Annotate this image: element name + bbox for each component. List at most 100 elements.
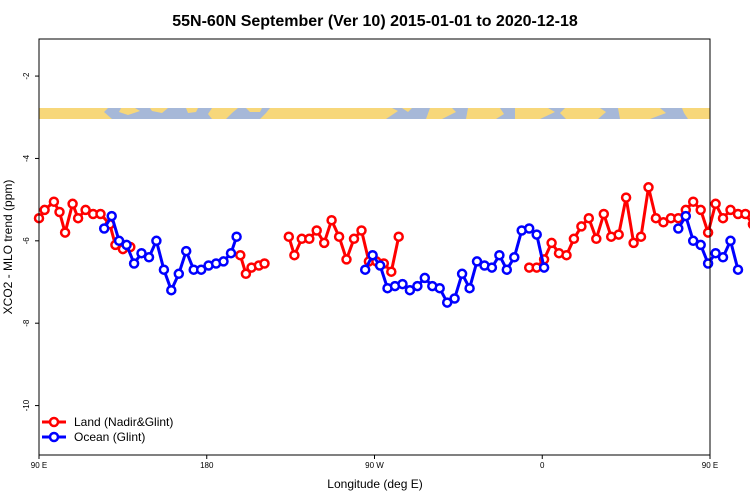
- series-1-point-19: [359, 264, 371, 275]
- series-0-point-19: [283, 231, 295, 242]
- series-1-point-8: [158, 264, 170, 275]
- series-0-point-28: [348, 233, 360, 245]
- y-tick-label-4: -10: [22, 399, 31, 411]
- series-0-point-58: [695, 204, 706, 216]
- x-tick-label-1: 180: [200, 461, 214, 470]
- map-band-land: [39, 108, 710, 119]
- series-1-point-47: [695, 239, 706, 251]
- series-1-point-10: [173, 268, 185, 280]
- legend-label-ocean: Ocean (Glint): [74, 430, 145, 444]
- series-1-point-0: [98, 223, 110, 234]
- series-0-point-20: [289, 249, 300, 261]
- x-axis-label: Longitude (deg E): [327, 477, 422, 491]
- series-1-point-46: [687, 235, 699, 247]
- series-1-point-48: [702, 258, 714, 269]
- series-1-point-20: [367, 249, 378, 261]
- series-0-point-49: [628, 237, 639, 249]
- series-0: [33, 182, 750, 280]
- legend: Land (Nadir&Glint) Ocean (Glint): [42, 415, 173, 444]
- series-1-point-9: [166, 284, 177, 296]
- series-0-point-41: [568, 233, 580, 245]
- x-tick-label-4: 90 E: [702, 461, 718, 470]
- series-1-point-24: [397, 278, 408, 290]
- y-axis: -2 -4 -6 -8 -10: [22, 72, 39, 411]
- series-0-point-40: [561, 249, 572, 261]
- series-1-point-26: [412, 280, 423, 292]
- series-0-point-18: [259, 258, 270, 269]
- series-0-point-43: [583, 212, 595, 224]
- series-0-point-34: [393, 231, 404, 242]
- series-0-point-64: [740, 208, 750, 220]
- world-map-band: [39, 108, 710, 119]
- series-0-point-48: [620, 192, 632, 203]
- series-0-point-52: [650, 212, 662, 224]
- series-1-point-30: [441, 297, 453, 308]
- series-0-point-15: [240, 268, 252, 280]
- series-1-point-39: [509, 252, 520, 263]
- series-1-point-5: [136, 247, 147, 259]
- series-0-point-38: [546, 237, 557, 249]
- series-0-point-9: [95, 208, 106, 220]
- series-1-point-52: [732, 264, 744, 275]
- series-0-point-5: [67, 198, 78, 210]
- series-0-point-45: [598, 208, 610, 220]
- series-0-point-26: [333, 231, 345, 242]
- series-1-point-21: [374, 260, 386, 271]
- series-0-point-22: [304, 233, 315, 245]
- series-0-point-25: [326, 214, 337, 226]
- series-1-point-13: [195, 264, 207, 275]
- legend-item-ocean: Ocean (Glint): [42, 430, 145, 444]
- series-0-point-29: [356, 225, 367, 236]
- legend-marker-ocean: [48, 431, 60, 443]
- series-1-point-32: [456, 268, 468, 280]
- series-0-point-42: [576, 221, 587, 232]
- series-0-point-3: [54, 206, 65, 218]
- series-1-point-1: [106, 210, 117, 222]
- series-1-point-6: [143, 252, 155, 263]
- series-0-point-53: [658, 217, 669, 228]
- series-0-point-7: [80, 204, 91, 216]
- series-1-point-37: [494, 249, 505, 261]
- legend-marker-land: [48, 416, 60, 428]
- series-1-point-50: [717, 252, 729, 263]
- series-1-point-45: [680, 210, 692, 222]
- series-0-point-60: [710, 198, 721, 210]
- series-0-point-1: [39, 204, 50, 216]
- legend-item-land: Land (Nadir&Glint): [42, 415, 173, 429]
- series-0-point-4: [59, 227, 71, 238]
- series-0-point-24: [318, 237, 330, 249]
- series-0-point-27: [341, 254, 352, 265]
- series-1-point-17: [225, 247, 237, 259]
- series-1-point-51: [725, 235, 736, 247]
- series-0-point-47: [613, 229, 624, 240]
- y-axis-label: XCO2 - MLO trend (ppm): [1, 180, 15, 315]
- series-1-point-44: [673, 223, 684, 234]
- x-tick-label-0: 90 E: [31, 461, 47, 470]
- series-0-point-51: [643, 182, 654, 193]
- legend-label-land: Land (Nadir&Glint): [74, 415, 173, 429]
- x-tick-label-3: 0: [540, 461, 545, 470]
- series-1-point-41: [523, 223, 535, 234]
- series-1-point-42: [531, 229, 542, 240]
- series-1-point-34: [471, 256, 483, 267]
- x-tick-label-2: 90 W: [365, 461, 384, 470]
- plot-frame: [38, 38, 711, 456]
- series-0-point-33: [386, 266, 397, 277]
- series-0-point-61: [717, 212, 729, 224]
- series-1-point-2: [113, 235, 125, 247]
- y-tick-label-1: -4: [22, 154, 31, 162]
- series-1-point-25: [404, 284, 416, 296]
- series-0-point-57: [687, 196, 699, 207]
- series-1-point-29: [434, 282, 445, 294]
- series-1-point-36: [486, 262, 498, 273]
- series-1-point-38: [501, 264, 513, 275]
- y-tick-label-2: -6: [22, 237, 31, 245]
- series-1-point-16: [218, 256, 229, 267]
- series-0-point-44: [591, 233, 602, 245]
- series-1-point-3: [121, 239, 132, 251]
- series-1: [98, 210, 744, 308]
- series-0-point-59: [702, 227, 714, 238]
- series-1-point-49: [710, 247, 721, 259]
- series-0-point-2: [48, 196, 60, 207]
